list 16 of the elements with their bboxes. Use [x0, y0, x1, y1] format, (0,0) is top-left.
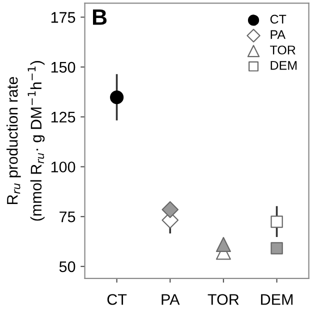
annotation: B [93, 10, 107, 25]
y-tick-label: 50 [59, 261, 76, 272]
y-tick-label: 100 [51, 162, 76, 172]
x-tick-label: PA [162, 294, 180, 305]
text: R$_{ru}$ production rate (mmol R$_{ru}$· g DM$^{−1}$h$^{−1}$) [6, 61, 45, 221]
legend-label: CT [270, 14, 286, 24]
legend-label: DEM [270, 61, 297, 70]
legend-label: TOR [270, 46, 296, 54]
y-tick-label: 125 [51, 112, 76, 123]
y-tick-label: 175 [51, 12, 76, 23]
x-tick-label: CT [107, 294, 127, 305]
y-tick-label: 150 [51, 62, 76, 73]
x-tick-label: DEM [261, 294, 293, 305]
legend-label: PA [270, 30, 286, 39]
y-tick-label: 75 [60, 212, 76, 222]
x-tick-label: TOR [208, 294, 239, 305]
